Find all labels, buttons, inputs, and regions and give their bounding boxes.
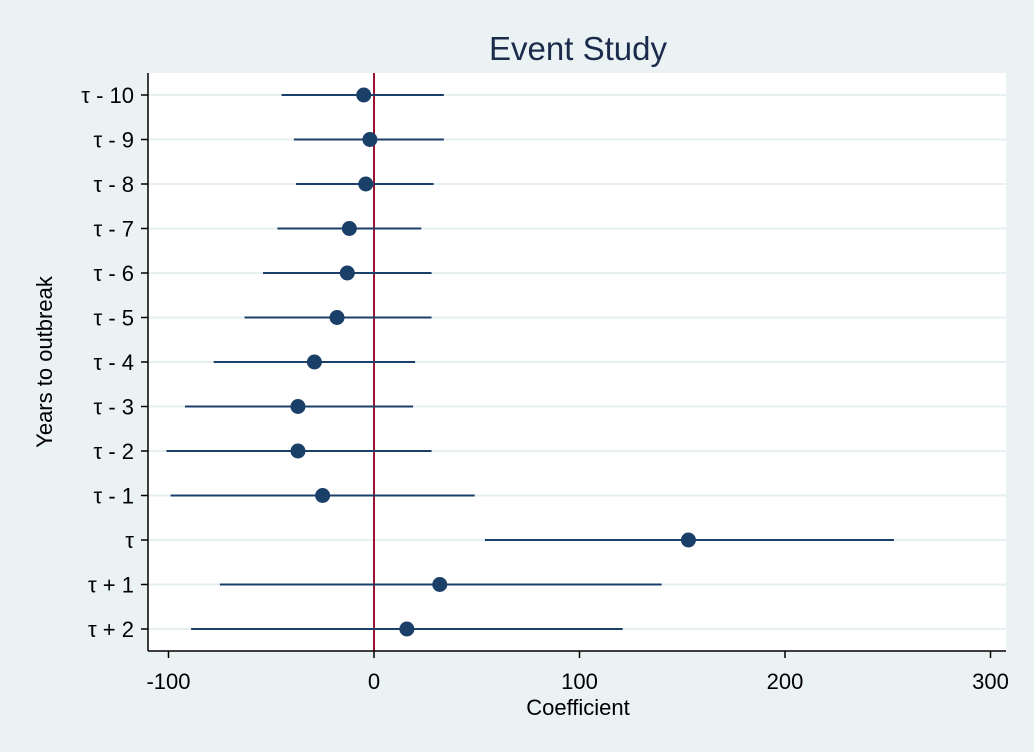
- y-tick-label: τ - 4: [94, 350, 134, 375]
- y-tick-label: τ - 5: [94, 306, 134, 331]
- coefficient-point: [362, 132, 378, 147]
- y-tick-label: τ - 3: [94, 395, 134, 420]
- coefficient-point: [432, 577, 448, 592]
- coefficient-point: [339, 265, 355, 281]
- y-tick-label: τ - 9: [94, 128, 134, 153]
- coefficient-point: [399, 621, 415, 637]
- y-axis-ticks: τ - 10 τ - 9 τ - 8 τ - 7 τ - 6 τ - 5 τ - 4 τ - …: [81, 83, 148, 642]
- y-tick-label: τ - 10: [81, 83, 134, 108]
- coefficient-point: [358, 176, 374, 192]
- y-tick-label: τ - 6: [94, 261, 134, 286]
- x-tick-label: 0: [368, 669, 380, 694]
- x-tick-label: 100: [561, 669, 598, 694]
- coefficient-point: [329, 310, 345, 325]
- coefficient-point: [290, 399, 306, 414]
- x-tick-label: 300: [972, 669, 1009, 694]
- y-tick-label: τ - 8: [94, 172, 134, 197]
- y-tick-label: τ - 2: [94, 439, 134, 464]
- y-tick-label: τ - 1: [94, 484, 134, 509]
- y-tick-label: τ: [125, 528, 134, 553]
- coefficient-point: [341, 221, 357, 236]
- coefficient-point: [315, 488, 331, 503]
- x-axis-ticks: -100 0 100 200 300: [146, 651, 1009, 694]
- x-tick-label: -100: [146, 669, 190, 694]
- chart-title: Event Study: [489, 30, 667, 67]
- y-axis-label: Years to outbreak: [32, 275, 57, 448]
- x-axis-label: Coefficient: [526, 695, 630, 720]
- coefficient-series: [166, 87, 894, 637]
- y-tick-label: τ + 1: [88, 573, 134, 598]
- coefficient-point: [680, 532, 696, 548]
- x-tick-label: 200: [767, 669, 804, 694]
- y-tick-label: τ - 7: [94, 217, 134, 242]
- coefficient-point: [306, 354, 322, 370]
- y-tick-label: τ + 2: [88, 617, 134, 642]
- coefficient-point: [356, 87, 372, 103]
- coefficient-point: [290, 443, 306, 459]
